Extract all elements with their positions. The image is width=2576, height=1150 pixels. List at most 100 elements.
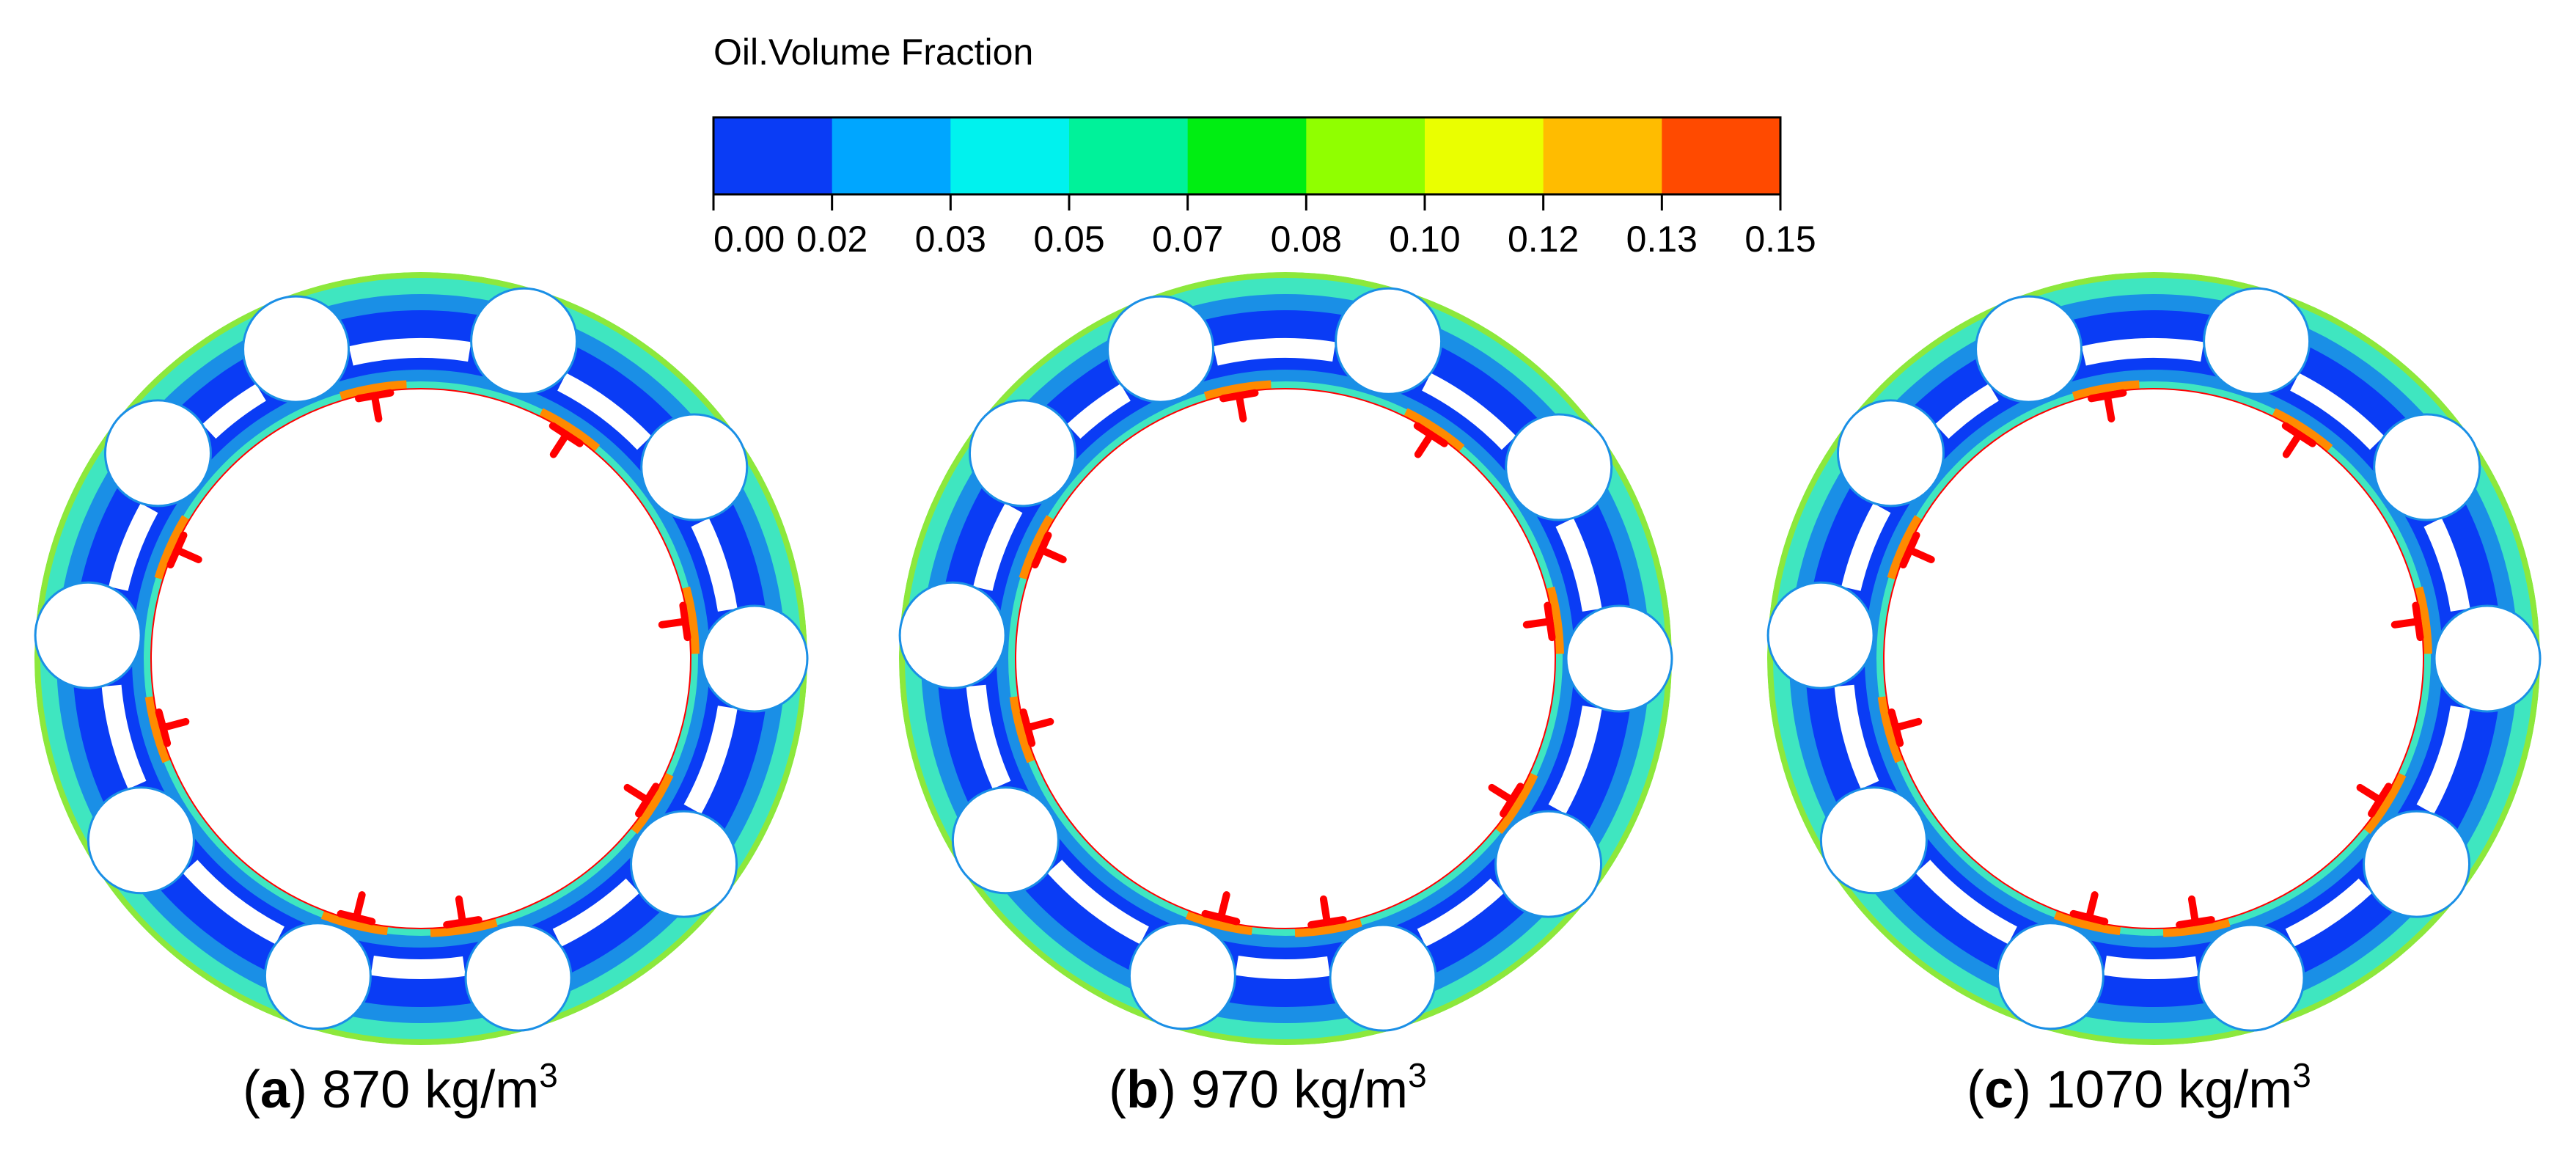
oil-accumulation — [1546, 586, 1564, 654]
roller — [1107, 295, 1215, 403]
oil-marker — [337, 891, 376, 926]
roller — [1505, 413, 1613, 521]
inner-race — [150, 388, 691, 929]
roller — [1975, 295, 2083, 403]
cage-slot — [101, 684, 147, 789]
legend-tick-label: 0.00 — [713, 219, 785, 260]
legend-tick-label: 0.13 — [1626, 219, 1698, 260]
caption-a: (a) 870 kg/m3 — [243, 1056, 558, 1119]
caption-b: (b) 970 kg/m3 — [1109, 1056, 1427, 1119]
legend-swatch — [1306, 117, 1425, 194]
roller — [242, 295, 351, 403]
cage-slot — [2416, 706, 2470, 814]
cage-slot — [202, 384, 266, 439]
legend-tick-label: 0.05 — [1033, 219, 1104, 260]
oil-marker — [2356, 783, 2393, 818]
cage-slot — [1934, 384, 1999, 439]
roller — [2373, 413, 2481, 521]
oil-accumulation — [2363, 772, 2407, 835]
legend-swatch — [1425, 117, 1544, 194]
legend-swatch — [950, 117, 1070, 194]
roller — [263, 922, 372, 1030]
oil-accumulation — [339, 380, 407, 401]
oil-marker — [1201, 891, 1241, 926]
cage-slot — [683, 706, 738, 814]
oil-accumulation — [630, 772, 674, 835]
roller — [2433, 604, 2542, 713]
cage-slot — [1548, 706, 1602, 814]
cage-slot — [109, 503, 158, 591]
oil-accumulation — [1009, 696, 1035, 763]
oil-marker — [166, 531, 202, 569]
oil-marker — [2069, 891, 2109, 926]
oil-marker — [1522, 601, 1556, 642]
roller — [1836, 399, 1945, 508]
legend-swatch — [1543, 117, 1662, 194]
cage-slot — [2285, 878, 2373, 947]
oil-accumulation — [539, 408, 601, 453]
bearing-panels — [34, 272, 2542, 1045]
oil-marker — [1488, 783, 1524, 818]
roller — [1565, 604, 1673, 713]
cage-slot — [973, 503, 1023, 591]
inner-race — [1883, 388, 2424, 929]
oil-accumulation — [320, 910, 389, 936]
color-legend: Oil.Volume Fraction 0.00 0.02 0.03 0.05 0.07… — [712, 32, 1816, 260]
roller — [898, 581, 1007, 689]
cage-slot — [1235, 955, 1330, 979]
cage-slot — [1422, 373, 1516, 450]
legend-tick-label: 0.10 — [1389, 219, 1460, 260]
cage-slot — [2290, 373, 2385, 450]
roller — [464, 923, 573, 1032]
legend-tick-label: 0.07 — [1152, 219, 1223, 260]
oil-accumulation — [1019, 515, 1054, 580]
roller — [968, 399, 1076, 508]
legend-swatch — [713, 117, 833, 194]
legend-tick-label: 0.03 — [915, 219, 986, 260]
oil-marker — [355, 389, 395, 423]
oil-marker — [658, 601, 691, 642]
oil-accumulation — [2162, 918, 2231, 937]
oil-marker — [1031, 531, 1067, 569]
cage-slot — [1066, 384, 1131, 439]
oil-marker — [2281, 422, 2316, 458]
oil-marker — [548, 422, 584, 458]
roller — [103, 399, 212, 508]
oil-marker — [443, 895, 482, 929]
roller — [34, 581, 142, 689]
cage-slot — [2423, 518, 2470, 612]
oil-accumulation — [1294, 918, 1362, 937]
legend-tick-label: 0.15 — [1744, 219, 1816, 260]
oil-marker — [155, 708, 190, 747]
oil-accumulation — [1877, 696, 1904, 763]
bearing-ring-a — [34, 272, 809, 1045]
cage-slot — [1841, 503, 1891, 591]
oil-accumulation — [681, 586, 700, 654]
cage-slot — [348, 338, 471, 366]
cage-slot — [1047, 860, 1149, 945]
oil-marker — [1219, 389, 1259, 423]
roller — [1335, 287, 1443, 395]
cage-slot — [1834, 684, 1879, 789]
oil-marker — [2176, 895, 2215, 929]
legend-swatch — [1662, 117, 1781, 194]
roller — [630, 810, 738, 918]
legend-swatch — [1187, 117, 1307, 194]
oil-accumulation — [144, 696, 171, 763]
cage-slot — [1915, 860, 2017, 945]
oil-accumulation — [1185, 910, 1253, 936]
roller — [1329, 923, 1437, 1032]
cage-slot — [370, 955, 466, 979]
legend-tick-labels: 0.00 0.02 0.03 0.05 0.07 0.08 0.10 0.12 0.13 0.15 — [712, 194, 1816, 260]
caption-c: (c) 1070 kg/m3 — [1967, 1056, 2311, 1119]
roller — [2363, 810, 2471, 918]
bearing-ring-c — [1766, 272, 2542, 1045]
cage-slot — [691, 518, 738, 612]
legend-title: Oil.Volume Fraction — [713, 32, 1033, 73]
bearing-ring-b — [898, 272, 1673, 1045]
cage-slot — [557, 373, 652, 450]
roller — [1996, 922, 2105, 1030]
legend-colorbar — [712, 116, 1782, 196]
roller — [1766, 581, 1875, 689]
